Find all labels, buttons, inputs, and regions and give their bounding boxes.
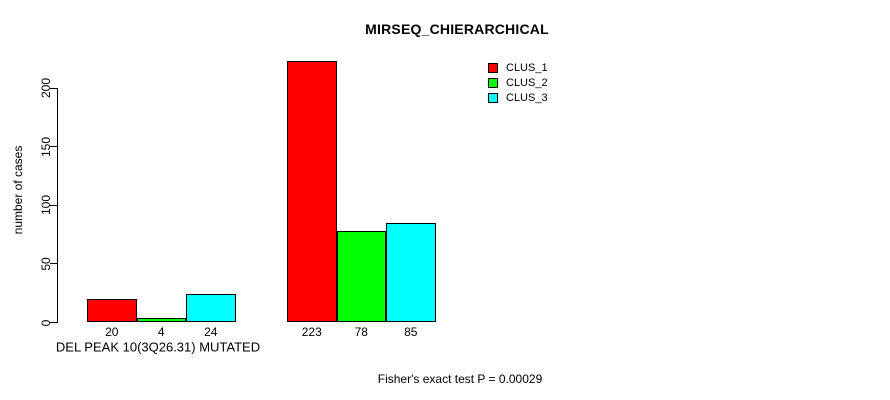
legend-swatch-clus_3 bbox=[488, 93, 498, 103]
chart-title: MIRSEQ_CHIERARCHICAL bbox=[365, 21, 549, 37]
bar-value-label: 78 bbox=[354, 324, 368, 339]
y-axis-label: number of cases bbox=[11, 145, 25, 235]
fisher-test-annotation: Fisher's exact test P = 0.00029 bbox=[377, 372, 543, 386]
y-axis-tick bbox=[50, 322, 57, 323]
bar-clus_2-group1 bbox=[137, 317, 186, 323]
y-axis-tick bbox=[50, 263, 57, 265]
y-axis-tick-label: 150 bbox=[39, 136, 53, 157]
bar-value-label: 24 bbox=[204, 324, 218, 339]
x-axis-label: DEL PEAK 10(3Q26.31) MUTATED bbox=[55, 339, 261, 355]
bar-value-label: 223 bbox=[301, 324, 322, 339]
y-axis-line bbox=[57, 88, 58, 323]
y-axis-tick-label: 100 bbox=[39, 195, 53, 216]
bar-value-label: 4 bbox=[157, 324, 165, 339]
bar-value-label: 85 bbox=[404, 324, 418, 339]
bar-clus_1-group2 bbox=[287, 61, 337, 323]
y-axis-tick-label: 200 bbox=[39, 77, 53, 99]
y-axis-tick bbox=[50, 87, 57, 89]
legend-swatch-clus_2 bbox=[488, 78, 498, 88]
y-axis-tick bbox=[50, 146, 57, 148]
legend-label-clus_2: CLUS_2 bbox=[506, 77, 548, 89]
bar-value-label: 20 bbox=[105, 324, 119, 339]
bar-clus_1-group1 bbox=[87, 299, 137, 323]
y-axis-tick bbox=[50, 204, 57, 206]
bar-clus_3-group1 bbox=[186, 294, 236, 323]
legend-label-clus_1: CLUS_1 bbox=[506, 62, 548, 74]
y-axis-tick-label: 50 bbox=[39, 257, 53, 271]
legend-swatch-clus_1 bbox=[488, 63, 498, 73]
bar-clus_2-group2 bbox=[337, 231, 386, 323]
y-axis-tick-label: 0 bbox=[39, 319, 53, 326]
bar-clus_3-group2 bbox=[386, 222, 436, 323]
legend-label-clus_3: CLUS_3 bbox=[506, 92, 548, 104]
